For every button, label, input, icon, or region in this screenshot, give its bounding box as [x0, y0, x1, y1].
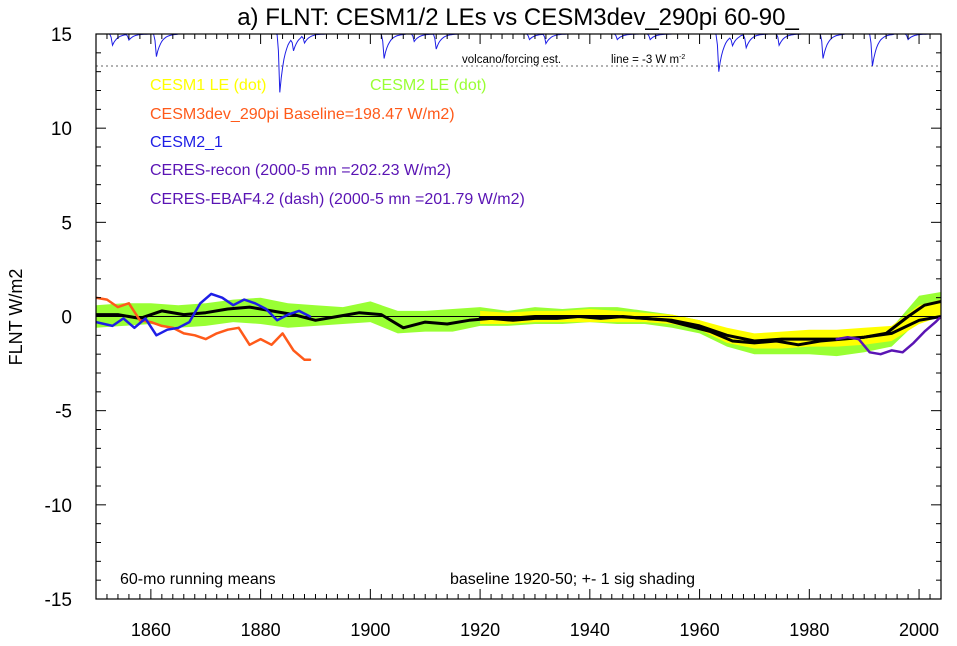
volcano-label: volcano/forcing est.: [462, 54, 561, 66]
x-tick-label: 2000: [899, 620, 939, 640]
series-lines: [96, 292, 941, 362]
footer-right-note: baseline 1920-50; +- 1 sig shading: [450, 571, 695, 588]
x-tick-label: 1920: [460, 620, 500, 640]
shading-bands: [96, 292, 941, 357]
legend-entry-ceres-recon: CERES-recon (2000-5 mn =202.23 W/m2): [150, 162, 451, 179]
y-tick-label: 0: [61, 308, 72, 329]
legend-entry-cesm2-1: CESM2_1: [150, 134, 223, 151]
series-line-cesm2-le-mean: [96, 299, 941, 347]
legend-entry-cesm1-le: CESM1 LE (dot): [150, 77, 266, 94]
series-line-ceres-recon: [835, 315, 941, 356]
y-tick-label: 15: [51, 25, 72, 46]
x-tick-label: 1880: [241, 620, 281, 640]
x-tick-label: 1940: [570, 620, 610, 640]
y-axis-label: FLNT W/m2: [6, 269, 26, 366]
legend-entry-cesm2-le: CESM2 LE (dot): [370, 77, 486, 94]
legend-entry-ceres-ebaf: CERES-EBAF4.2 (dash) (2000-5 mn =201.79 …: [150, 191, 525, 208]
volcano-line-label-text: line = -3 W m: [611, 54, 679, 66]
x-tick-label: 1960: [680, 620, 720, 640]
y-tick-label: 10: [51, 119, 72, 140]
series-line-cesm3dev-290pi: [96, 296, 312, 362]
x-tick-label: 1980: [789, 620, 829, 640]
series-line-cesm2-1: [96, 292, 312, 337]
series-line-cesm1-le-mean: [478, 315, 941, 343]
legend: CESM1 LE (dot) CESM2 LE (dot) CESM3dev_2…: [150, 77, 525, 208]
axes: 1860 1880 1900 1920 1940 1960 1980 2000 -15 -10 -5…: [45, 25, 942, 640]
legend-entry-cesm3dev: CESM3dev_290pi Baseline=198.47 W/m2): [150, 106, 455, 123]
band-cesm1-le: [480, 299, 941, 349]
footer-left-note: 60-mo running means: [120, 571, 276, 588]
chart-title: a) FLNT: CESM1/2 LEs vs CESM3dev_290pi 6…: [237, 4, 799, 31]
y-tick-label: 5: [61, 213, 72, 234]
y-tick-label: -5: [55, 402, 72, 423]
volcano-line-label: line = -3 W m-2: [611, 54, 685, 66]
x-tick-label: 1860: [131, 620, 171, 640]
y-tick-label: -15: [45, 590, 72, 611]
x-tick-label: 1900: [350, 620, 390, 640]
y-tick-label: -10: [45, 496, 72, 517]
volcano-line-label-superscript: -2: [679, 54, 685, 61]
